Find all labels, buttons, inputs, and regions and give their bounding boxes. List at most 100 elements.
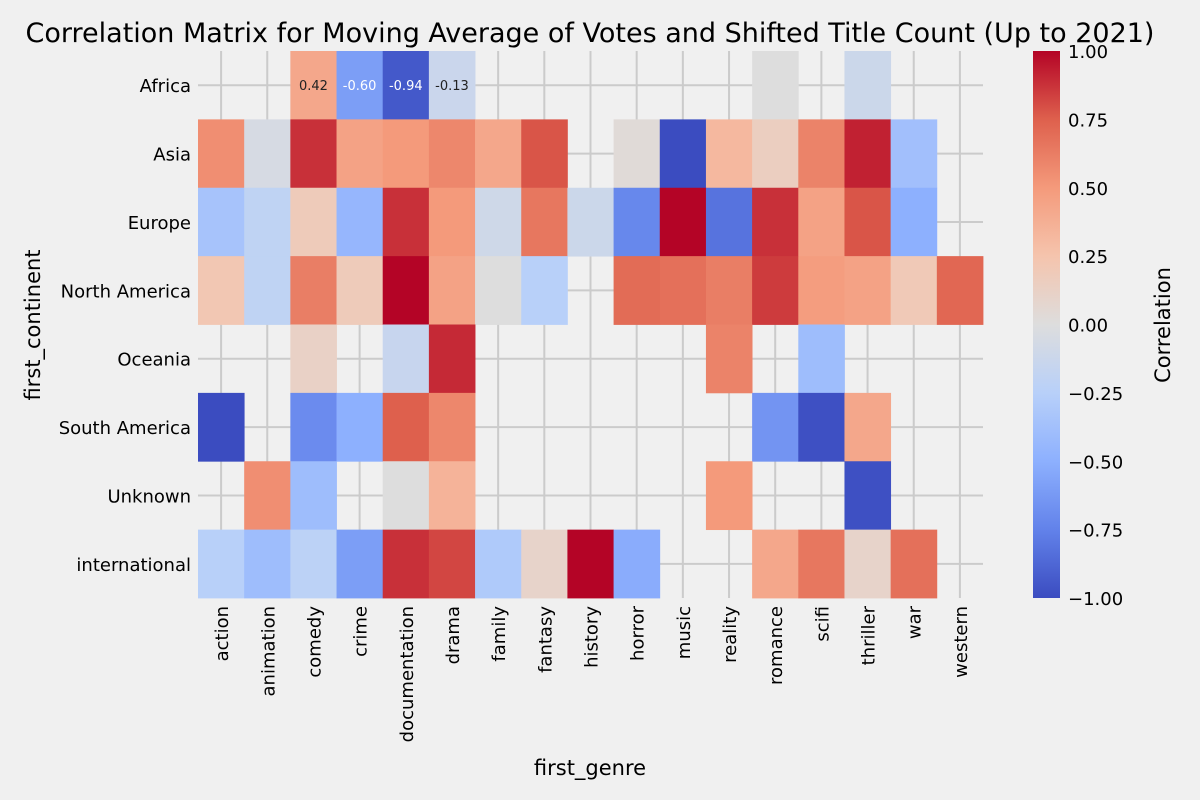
x-tick-label: horror	[628, 605, 649, 661]
heatmap-cell	[198, 256, 245, 325]
heatmap-cell	[844, 51, 892, 120]
colorbar-tick-label: 0.00	[1068, 316, 1108, 337]
colorbar-tick-label: 0.50	[1068, 179, 1108, 200]
heatmap-cell	[844, 256, 892, 325]
x-tick-label: comedy	[304, 606, 325, 678]
heatmap-cell	[798, 119, 845, 189]
heatmap-cell	[290, 461, 337, 531]
heatmap-cell	[890, 187, 938, 257]
x-tick-label: action	[212, 606, 233, 661]
heatmap-cell	[428, 119, 476, 189]
chart-title: Correlation Matrix for Moving Average of…	[26, 18, 1155, 49]
heatmap-cell	[613, 256, 661, 325]
cell-annotations: 0.42 -0.60 -0.94 -0.13	[299, 79, 469, 94]
heatmap-cell	[890, 256, 938, 325]
heatmap-cell	[290, 529, 337, 599]
heatmap-cell	[890, 119, 938, 189]
colorbar-tick-label: −0.75	[1068, 521, 1123, 542]
heatmap-cell	[521, 187, 568, 257]
heatmap-cell	[659, 119, 707, 189]
x-tick-label: family	[489, 606, 510, 662]
heatmap-cell	[290, 119, 337, 189]
heatmap-cell	[475, 529, 522, 599]
x-tick-label: western	[951, 606, 972, 678]
heatmap-cell	[567, 529, 614, 599]
heatmap-cell	[336, 187, 384, 257]
heatmap-cell	[705, 187, 753, 257]
cell-annotation: 0.42	[299, 79, 328, 94]
x-tick-label: crime	[351, 606, 372, 657]
heatmap-cell	[705, 461, 753, 531]
heatmap-cell	[382, 51, 430, 120]
x-axis-label: first_genre	[534, 756, 646, 781]
heatmap-cell	[475, 256, 522, 325]
heatmap-cell	[428, 324, 476, 394]
heatmap-cell	[382, 187, 430, 257]
heatmap-cell	[198, 392, 245, 462]
heatmap-cell	[798, 256, 845, 325]
heatmap-cell	[336, 529, 384, 599]
heatmap-cell	[382, 461, 430, 531]
heatmap-cell	[290, 324, 337, 394]
y-tick-label: Africa	[140, 76, 191, 97]
colorbar-tick-label: 0.25	[1068, 247, 1108, 268]
heatmap-cell	[198, 119, 245, 189]
cell-annotation: -0.13	[435, 79, 469, 94]
heatmap-cell	[475, 119, 522, 189]
y-tick-labels: Africa Asia Europe North America Oceania Sout…	[59, 76, 191, 576]
heatmap-cell	[613, 529, 661, 599]
heatmap-cell	[290, 392, 337, 462]
cell-annotation: -0.94	[389, 79, 423, 94]
heatmap-cell	[844, 392, 892, 462]
heatmap-cell	[752, 392, 799, 462]
x-tick-label: music	[674, 606, 695, 659]
colorbar-tick-label: −0.25	[1068, 384, 1123, 405]
heatmap-cell	[428, 187, 476, 257]
x-tick-label: documentation	[397, 606, 418, 742]
heatmap-cell	[659, 187, 707, 257]
heatmap-cell	[705, 119, 753, 189]
x-tick-label: scifi	[812, 606, 833, 642]
heatmap-cell	[336, 256, 384, 325]
heatmap-cell	[290, 187, 337, 257]
heatmap-cell	[936, 256, 984, 325]
heatmap-cell	[521, 256, 568, 325]
x-tick-label: animation	[258, 606, 279, 696]
heatmap-cell	[428, 256, 476, 325]
heatmap-cell	[613, 119, 661, 189]
heatmap-cell	[244, 461, 291, 531]
x-tick-label: thriller	[859, 605, 880, 665]
heatmap-cell	[752, 187, 799, 257]
colorbar-tick-label: 0.75	[1068, 110, 1108, 131]
heatmap-cell	[244, 529, 291, 599]
heatmap-cell	[844, 461, 892, 531]
heatmap-cells	[198, 51, 984, 599]
x-tick-label: drama	[443, 606, 464, 664]
heatmap-cell	[752, 529, 799, 599]
heatmap-cell	[382, 119, 430, 189]
heatmap-cell	[336, 392, 384, 462]
colorbar-tick-label: 1.00	[1068, 42, 1108, 63]
heatmap-cell	[428, 529, 476, 599]
y-tick-label: Europe	[128, 213, 191, 234]
heatmap-cell	[244, 119, 291, 189]
heatmap-cell	[244, 187, 291, 257]
heatmap-cell	[198, 187, 245, 257]
heatmap-cell	[752, 256, 799, 325]
x-tick-label: history	[582, 606, 603, 668]
heatmap-cell	[428, 51, 476, 120]
colorbar: 1.00 0.75 0.50 0.25 0.00 −0.25 −0.50 −0.75 −1.00	[1033, 42, 1123, 610]
cell-annotation: -0.60	[343, 79, 377, 94]
heatmap-cell	[382, 392, 430, 462]
y-tick-label: international	[76, 555, 191, 576]
colorbar-tick-label: −0.50	[1068, 452, 1123, 473]
heatmap-cell	[244, 256, 291, 325]
y-axis-label: first_continent	[21, 249, 46, 400]
y-tick-label: Asia	[153, 145, 191, 166]
y-tick-label: South America	[59, 418, 191, 439]
x-tick-label: romance	[766, 606, 787, 685]
heatmap-cell	[382, 256, 430, 325]
heatmap-cell	[290, 256, 337, 325]
heatmap-cell	[428, 392, 476, 462]
